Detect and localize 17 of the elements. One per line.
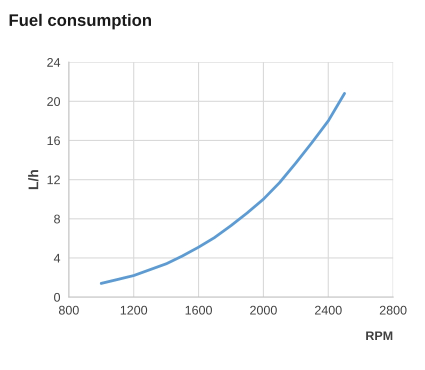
- y-tick-label: 20: [47, 97, 60, 106]
- y-tick-label: 0: [54, 292, 60, 302]
- x-tick-label: 2400: [314, 306, 342, 315]
- chart-title: Fuel consumption: [10, 14, 151, 30]
- x-axis-title: RPM: [366, 331, 392, 340]
- y-tick-label: 8: [54, 214, 60, 224]
- x-tick-label: 800: [58, 306, 79, 315]
- x-tick-label: 2800: [380, 306, 407, 315]
- y-tick-label: 24: [47, 58, 60, 67]
- y-tick-label: 4: [54, 254, 60, 262]
- y-tick-label: 12: [48, 175, 60, 184]
- x-tick-label: 1600: [186, 306, 212, 315]
- y-tick-label: 16: [48, 136, 60, 146]
- x-tick-label: 2000: [250, 306, 277, 315]
- y-axis-title: L/h: [28, 170, 38, 190]
- line-series: [100, 92, 346, 285]
- x-tick-label: 1200: [120, 306, 148, 315]
